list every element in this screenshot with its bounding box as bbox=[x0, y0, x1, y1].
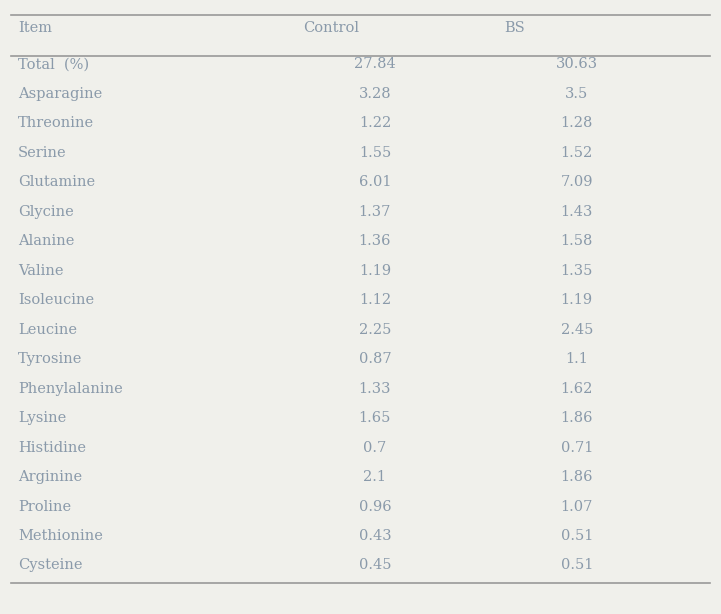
Text: 0.71: 0.71 bbox=[561, 441, 593, 454]
Text: Asparagine: Asparagine bbox=[18, 87, 102, 101]
Text: Item: Item bbox=[18, 21, 52, 34]
Text: 0.43: 0.43 bbox=[358, 529, 392, 543]
Text: Methionine: Methionine bbox=[18, 529, 103, 543]
Text: Cysteine: Cysteine bbox=[18, 559, 82, 572]
Text: 1.55: 1.55 bbox=[359, 146, 391, 160]
Text: Leucine: Leucine bbox=[18, 323, 77, 336]
Text: Glutamine: Glutamine bbox=[18, 176, 95, 189]
Text: 0.87: 0.87 bbox=[358, 352, 392, 366]
Text: 6.01: 6.01 bbox=[358, 176, 392, 189]
Text: 1.65: 1.65 bbox=[359, 411, 391, 425]
Text: 1.22: 1.22 bbox=[359, 117, 391, 130]
Text: 27.84: 27.84 bbox=[354, 58, 396, 71]
Text: BS: BS bbox=[505, 21, 526, 34]
Text: Threonine: Threonine bbox=[18, 117, 94, 130]
Text: 1.19: 1.19 bbox=[561, 293, 593, 307]
Text: Control: Control bbox=[303, 21, 359, 34]
Text: Phenylalanine: Phenylalanine bbox=[18, 382, 123, 395]
Text: Alanine: Alanine bbox=[18, 235, 74, 248]
Text: Isoleucine: Isoleucine bbox=[18, 293, 94, 307]
Text: 1.86: 1.86 bbox=[560, 470, 593, 484]
Text: 1.37: 1.37 bbox=[359, 205, 391, 219]
Text: Total  (%): Total (%) bbox=[18, 58, 89, 71]
Text: 2.1: 2.1 bbox=[363, 470, 386, 484]
Text: 1.33: 1.33 bbox=[358, 382, 392, 395]
Text: 0.51: 0.51 bbox=[561, 559, 593, 572]
Text: 1.07: 1.07 bbox=[561, 500, 593, 513]
Text: Serine: Serine bbox=[18, 146, 66, 160]
Text: Lysine: Lysine bbox=[18, 411, 66, 425]
Text: 30.63: 30.63 bbox=[556, 58, 598, 71]
Text: 3.5: 3.5 bbox=[565, 87, 588, 101]
Text: 1.43: 1.43 bbox=[561, 205, 593, 219]
Text: 1.12: 1.12 bbox=[359, 293, 391, 307]
Text: 2.25: 2.25 bbox=[359, 323, 391, 336]
Text: 1.86: 1.86 bbox=[560, 411, 593, 425]
Text: 1.28: 1.28 bbox=[561, 117, 593, 130]
Text: Valine: Valine bbox=[18, 264, 63, 278]
Text: 7.09: 7.09 bbox=[560, 176, 593, 189]
Text: 1.62: 1.62 bbox=[561, 382, 593, 395]
Text: Proline: Proline bbox=[18, 500, 71, 513]
Text: Arginine: Arginine bbox=[18, 470, 82, 484]
Text: 0.45: 0.45 bbox=[358, 559, 392, 572]
Text: 0.51: 0.51 bbox=[561, 529, 593, 543]
Text: Tyrosine: Tyrosine bbox=[18, 352, 82, 366]
Text: 0.7: 0.7 bbox=[363, 441, 386, 454]
Text: Histidine: Histidine bbox=[18, 441, 86, 454]
Text: 1.36: 1.36 bbox=[358, 235, 392, 248]
Text: 1.1: 1.1 bbox=[565, 352, 588, 366]
Text: 1.52: 1.52 bbox=[561, 146, 593, 160]
Text: 1.58: 1.58 bbox=[561, 235, 593, 248]
Text: 1.35: 1.35 bbox=[561, 264, 593, 278]
Text: 3.28: 3.28 bbox=[358, 87, 392, 101]
Text: 2.45: 2.45 bbox=[561, 323, 593, 336]
Text: 1.19: 1.19 bbox=[359, 264, 391, 278]
Text: 0.96: 0.96 bbox=[358, 500, 392, 513]
Text: Glycine: Glycine bbox=[18, 205, 74, 219]
